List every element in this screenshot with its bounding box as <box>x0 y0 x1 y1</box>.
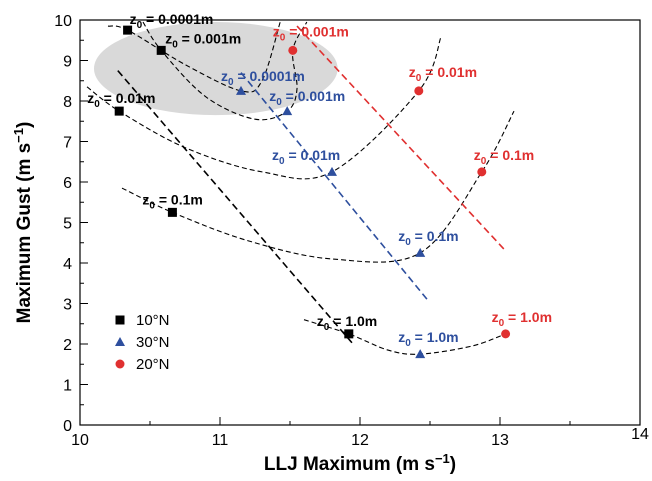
point-label: z0 = 0.0001m <box>221 68 305 88</box>
point-label: z0 = 0.001m <box>165 30 241 50</box>
point-label: z0 = 1.0m <box>398 329 458 349</box>
y-tick-label: 5 <box>63 216 72 233</box>
point-label: z0 = 0.0001m <box>130 11 214 31</box>
data-point <box>282 106 293 116</box>
data-point <box>414 86 424 96</box>
point-label: z0 = 0.001m <box>273 23 349 43</box>
x-tick-label: 10 <box>71 432 89 449</box>
legend-label: 10°N <box>136 312 170 329</box>
points-layer <box>114 25 511 359</box>
iso-curve-0_001m <box>142 21 308 121</box>
point-label: z0 = 0.01m <box>272 147 340 167</box>
point-label: z0 = 0.1m <box>142 191 202 211</box>
x-axis-title: LLJ Maximum (m s−1) <box>264 451 456 475</box>
x-tick-label: 12 <box>351 432 369 449</box>
legend: 10°N 30°N 20°N <box>115 312 170 373</box>
data-point <box>288 45 298 55</box>
y-tick-label: 1 <box>63 378 72 395</box>
point-label: z0 = 0.01m <box>409 64 477 84</box>
data-point <box>327 166 337 176</box>
data-point <box>167 207 177 217</box>
legend-marker <box>115 315 125 325</box>
y-tick-label: 4 <box>63 256 72 273</box>
point-label: z0 = 0.001m <box>269 88 345 108</box>
shaded-region-layer <box>94 22 338 116</box>
y-tick-label: 8 <box>63 94 72 111</box>
shaded-region <box>94 22 338 116</box>
trend-line <box>296 25 507 252</box>
point-label: z0 = 0.01m <box>87 90 155 110</box>
y-tick-label: 3 <box>63 297 72 314</box>
data-point <box>114 106 124 116</box>
x-tick-label: 13 <box>491 432 509 449</box>
point-label: z0 = 0.1m <box>474 147 534 167</box>
legend-label: 20°N <box>136 356 170 373</box>
legend-label: 30°N <box>136 334 170 351</box>
y-tick-label: 2 <box>63 337 72 354</box>
point-label: z0 = 1.0m <box>492 309 552 329</box>
x-tick-label: 14 <box>631 426 649 443</box>
y-tick-label: 9 <box>63 54 72 71</box>
y-tick-label: 10 <box>54 13 72 30</box>
data-point <box>415 349 426 359</box>
trend-line <box>240 72 428 300</box>
data-point <box>415 247 426 257</box>
data-point <box>477 167 487 177</box>
data-point <box>156 45 166 55</box>
legend-marker <box>115 337 125 346</box>
data-point <box>236 85 246 95</box>
point-label: z0 = 0.1m <box>398 228 458 248</box>
trend-lines-layer <box>117 25 507 345</box>
point-label: z0 = 1.0m <box>317 313 377 333</box>
y-tick-label: 7 <box>63 135 72 152</box>
y-tick-label: 6 <box>63 175 72 192</box>
x-tick-label: 11 <box>212 432 229 449</box>
y-axis-title: Maximum Gust (m s−1) <box>11 122 35 324</box>
data-point <box>501 329 511 339</box>
data-point <box>123 25 133 35</box>
trend-line <box>117 70 354 345</box>
data-point <box>344 329 354 339</box>
y-tick-label: 0 <box>63 418 72 435</box>
legend-marker <box>115 359 125 369</box>
